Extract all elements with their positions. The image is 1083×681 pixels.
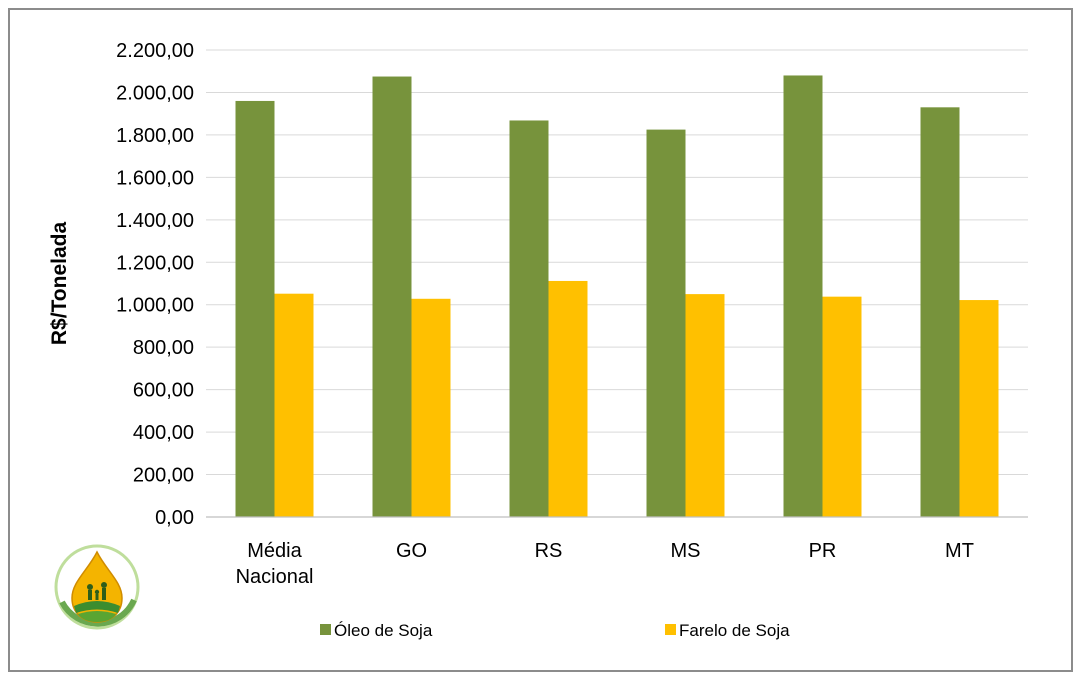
y-tick-label: 1.400,00 [116,210,194,232]
bar-oleo [920,107,960,518]
y-tick-label: 0,00 [155,507,194,529]
x-category-label: PR [809,540,837,562]
bar-oleo [235,100,275,517]
y-tick-label: 2.000,00 [116,82,194,104]
bar-oleo [646,129,686,517]
x-category-label: GO [396,540,427,562]
bar-oleo [509,120,549,517]
bar-farelo [959,300,999,517]
bar-chart: 0,00 200,00 400,00 600,00 800,00 1.000,00 1.20… [48,40,1028,640]
x-category-label: Média Nacional [236,540,314,588]
y-tick-label: 600,00 [133,380,194,402]
bar-farelo [685,294,725,517]
legend-label: Óleo de Soja [334,621,433,640]
y-tick-label: 400,00 [133,422,194,444]
y-tick-label: 2.200,00 [116,40,194,62]
bar-oleo [783,75,823,518]
y-axis-label: R$/Tonelada [48,222,71,346]
legend-swatch [320,624,331,635]
y-tick-label: 200,00 [133,465,194,487]
y-tick-label: 1.800,00 [116,125,194,147]
legend-swatch [665,624,676,635]
soy-drop-logo-icon [54,544,140,630]
x-category-label: MT [945,540,974,562]
chart-frame: 0,00 200,00 400,00 600,00 800,00 1.000,00 1.20… [8,8,1073,672]
x-axis-categories: Média Nacional GO RS MS PR MT [236,540,974,588]
bar-oleo [372,76,412,517]
legend-label: Farelo de Soja [679,621,790,640]
bar-farelo [411,298,451,517]
bar-farelo [822,296,862,517]
x-category-label: MS [671,540,701,562]
bar-farelo [548,280,588,517]
y-axis-ticks: 0,00 200,00 400,00 600,00 800,00 1.000,00 1.20… [116,40,194,529]
x-category-label: RS [535,540,563,562]
gridlines [206,49,1028,476]
legend: Óleo de Soja Farelo de Soja [320,621,790,640]
bars [235,75,999,518]
y-tick-label: 800,00 [133,337,194,359]
bar-farelo [274,293,314,517]
y-tick-label: 1.600,00 [116,167,194,189]
y-tick-label: 1.000,00 [116,295,194,317]
y-tick-label: 1.200,00 [116,252,194,274]
